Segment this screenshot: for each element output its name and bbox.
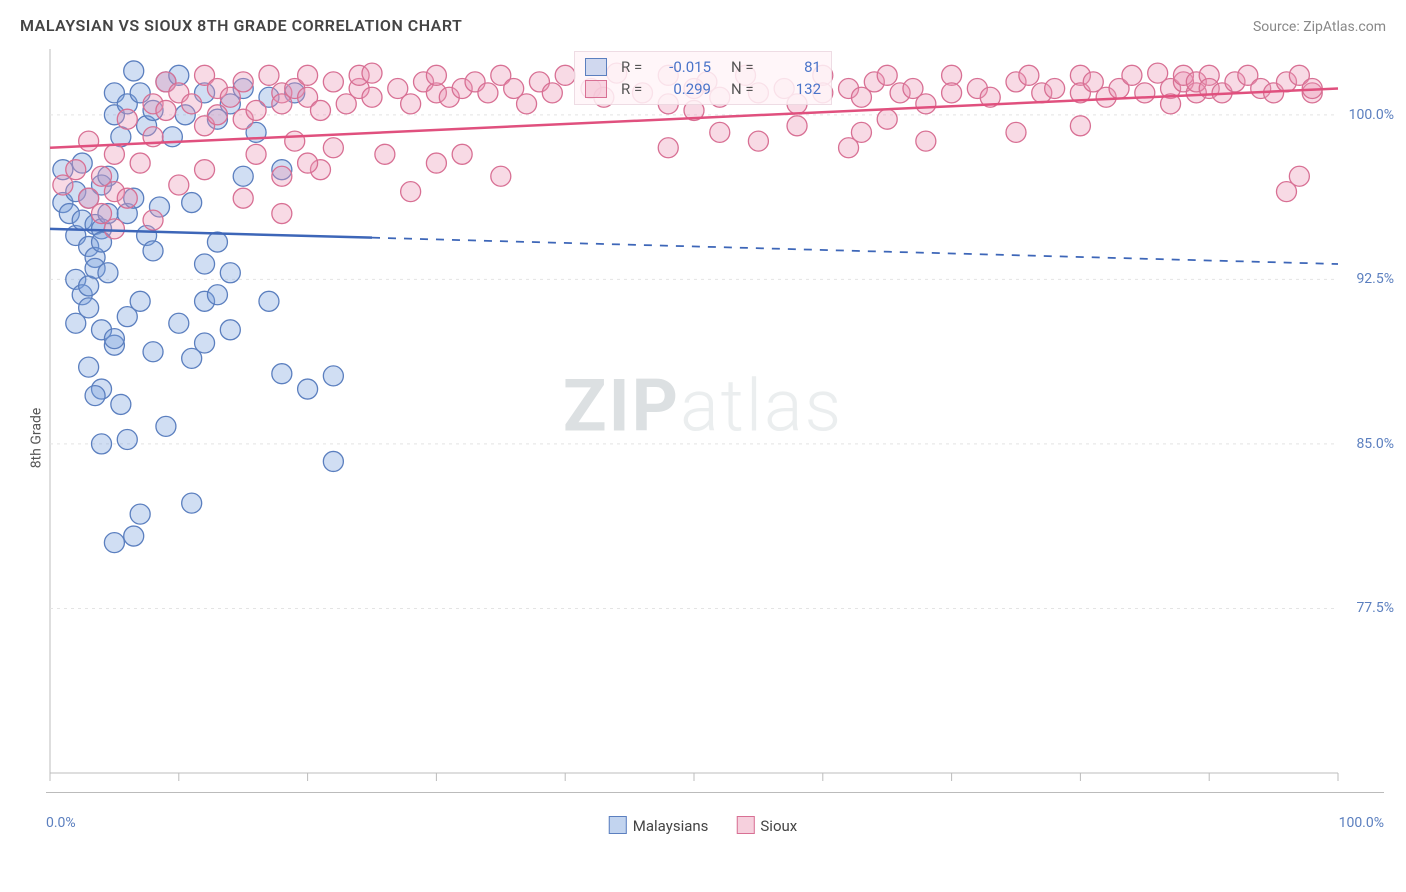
y-tick-label: 92.5%	[1356, 271, 1394, 287]
x-axis-line	[46, 792, 1384, 793]
legend-r-value: 0.299	[657, 80, 711, 98]
correlation-legend-row: R = -0.015 N = 81	[585, 56, 821, 78]
legend-n-value: 132	[767, 80, 821, 98]
y-tick-label: 77.5%	[1356, 600, 1394, 616]
correlation-legend: R = -0.015 N = 81 R = 0.299 N = 132	[574, 51, 832, 105]
y-tick-label: 100.0%	[1349, 107, 1394, 123]
source-label: Source: ZipAtlas.com	[1253, 19, 1386, 35]
legend-r-label: R =	[621, 80, 649, 98]
legend-r-value: -0.015	[657, 58, 711, 76]
legend-n-label: N =	[731, 80, 759, 98]
legend-label: Malaysians	[633, 817, 709, 835]
scatter-plot	[46, 43, 1386, 833]
chart-container: 8th Grade ZIPatlas R =-0.015N =81R =0.29…	[0, 43, 1406, 833]
legend-swatch	[609, 816, 627, 834]
y-axis-label: 8th Grade	[28, 408, 44, 469]
legend-item: Malaysians	[609, 816, 709, 835]
legend-n-label: N =	[731, 58, 759, 76]
legend-n-value: 81	[767, 58, 821, 76]
legend-item: Sioux	[736, 816, 797, 835]
legend-r-label: R =	[621, 58, 649, 76]
legend-swatch	[736, 816, 754, 834]
chart-title: MALAYSIAN VS SIOUX 8TH GRADE CORRELATION…	[20, 16, 462, 35]
legend-label: Sioux	[760, 817, 797, 835]
y-tick-label: 85.0%	[1356, 436, 1394, 452]
correlation-legend-row: R = 0.299 N = 132	[585, 78, 821, 100]
legend-swatch	[585, 58, 607, 76]
series-legend: Malaysians Sioux	[0, 816, 1406, 844]
legend-swatch	[585, 80, 607, 98]
